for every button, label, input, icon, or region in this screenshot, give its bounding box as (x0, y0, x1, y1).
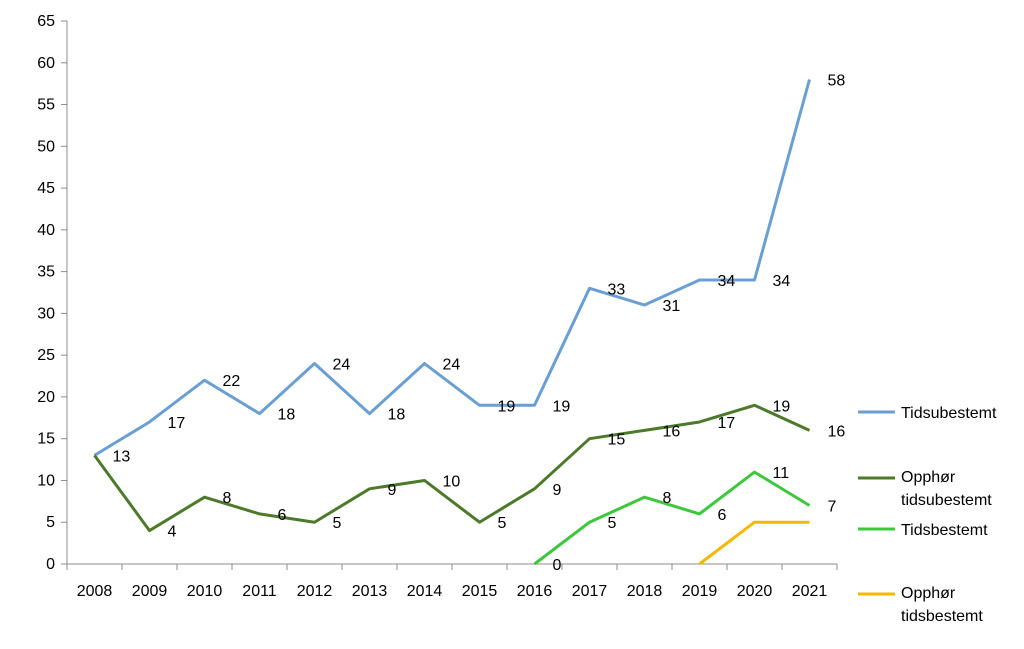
data-label: 16 (828, 423, 846, 440)
data-label: 24 (443, 357, 461, 374)
data-label: 0 (553, 557, 562, 574)
x-tick-label: 2021 (792, 583, 828, 600)
data-label: 9 (553, 482, 562, 499)
series-line-3 (698, 520, 810, 566)
y-tick-label: 55 (37, 97, 55, 114)
data-label: 34 (773, 273, 791, 290)
data-label: 24 (333, 357, 351, 374)
x-tick-label: 2011 (242, 583, 277, 600)
x-tick-label: 2019 (682, 583, 718, 600)
data-label: 16 (663, 423, 681, 440)
data-label: 17 (718, 415, 736, 432)
legend-item: Tidsbestemt (858, 522, 988, 539)
y-tick-label: 45 (37, 180, 55, 197)
x-tick-label: 2015 (462, 583, 498, 600)
legend-item: Opphør tidsbestemt (858, 585, 983, 625)
legend-label: Opphør tidsbestemt (901, 585, 983, 625)
data-label: 33 (608, 281, 626, 298)
data-label: 9 (388, 482, 397, 499)
data-label: 7 (828, 499, 837, 516)
data-label: 5 (608, 515, 617, 532)
data-label: 8 (223, 490, 232, 507)
x-tick-label: 2017 (572, 583, 608, 600)
x-tick-label: 2018 (627, 583, 663, 600)
data-label: 19 (498, 398, 516, 415)
legend-item: Tidsubestemt (858, 405, 997, 422)
y-tick-label: 35 (37, 264, 55, 281)
data-label: 58 (828, 72, 846, 89)
y-tick-label: 60 (37, 55, 55, 72)
data-label: 22 (223, 373, 241, 390)
x-tick-label: 2008 (77, 583, 113, 600)
y-tick-label: 65 (37, 13, 55, 30)
legend: Tidsubestemt Opphør tidsubestemt Tidsbestem… (858, 405, 997, 625)
data-label: 13 (113, 448, 131, 465)
y-tick-label: 50 (37, 138, 55, 155)
series-line-0 (93, 79, 811, 457)
x-tick-label: 2020 (737, 583, 773, 600)
data-label: 10 (443, 473, 461, 490)
data-label: 18 (278, 407, 296, 424)
x-tick-label: 2016 (517, 583, 553, 600)
data-label: 31 (663, 298, 681, 315)
x-tick-label: 2014 (407, 583, 443, 600)
legend-label: Tidsubestemt (901, 405, 997, 422)
series-lines (93, 79, 811, 566)
y-tick-label: 20 (37, 389, 55, 406)
data-label: 19 (773, 398, 791, 415)
x-tick-label: 2012 (297, 583, 333, 600)
data-label: 5 (333, 515, 342, 532)
x-tick-label: 2009 (132, 583, 168, 600)
y-tick-label: 30 (37, 305, 55, 322)
y-tick-label: 40 (37, 222, 55, 239)
series-line-1 (93, 403, 811, 533)
legend-label: Tidsbestemt (901, 522, 988, 539)
series-line-2 (533, 470, 811, 566)
data-label: 4 (168, 524, 177, 541)
y-tick-label: 15 (37, 431, 55, 448)
data-label: 6 (718, 507, 727, 524)
data-label: 34 (718, 273, 736, 290)
data-label: 11 (773, 465, 790, 482)
legend-item: Opphør tidsubestemt (858, 469, 992, 509)
y-tick-label: 10 (37, 472, 55, 489)
data-label: 15 (608, 432, 626, 449)
data-label: 19 (553, 398, 571, 415)
y-tick-label: 0 (46, 556, 55, 573)
data-label: 17 (168, 415, 186, 432)
legend-label: Opphør tidsubestemt (901, 469, 992, 509)
y-tick-label: 5 (46, 514, 55, 531)
data-label: 18 (388, 407, 406, 424)
data-label: 5 (498, 515, 507, 532)
data-label: 8 (663, 490, 672, 507)
x-tick-label: 2013 (352, 583, 388, 600)
y-tick-label: 25 (37, 347, 55, 364)
x-tick-label: 2010 (187, 583, 223, 600)
data-label: 6 (278, 507, 287, 524)
